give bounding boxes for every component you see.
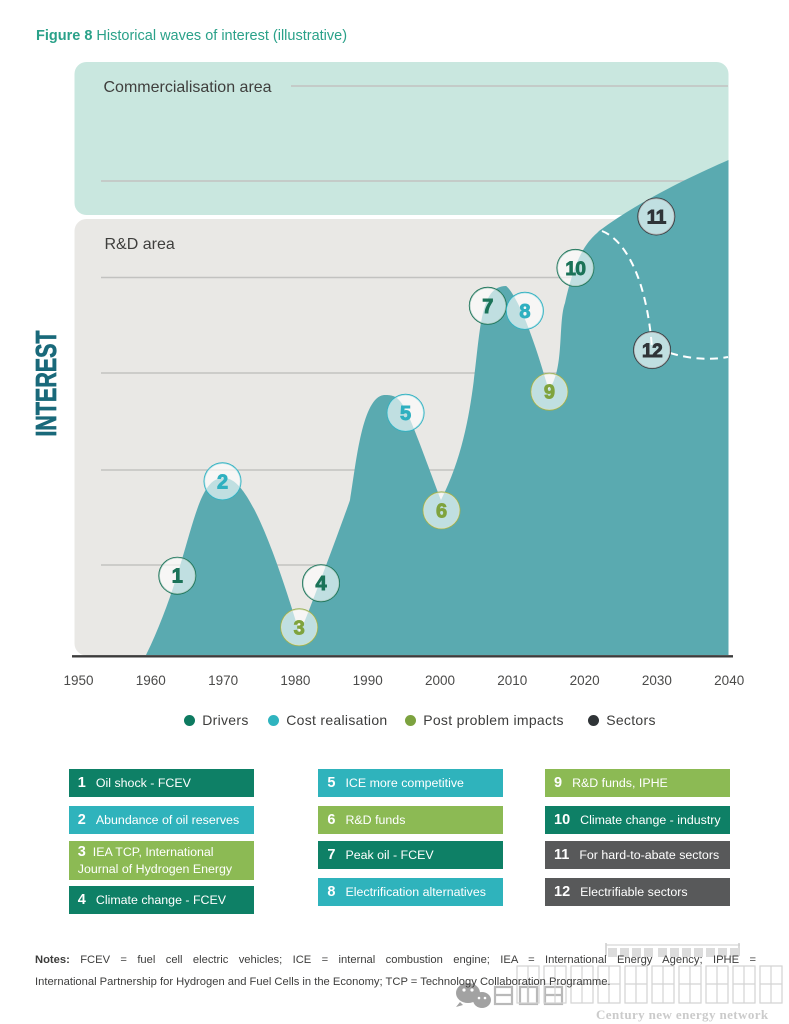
svg-text:7: 7 (482, 296, 493, 318)
svg-text:10: 10 (565, 259, 585, 280)
svg-text:2040: 2040 (714, 673, 744, 688)
svg-text:Commercialisation area: Commercialisation area (104, 79, 272, 96)
svg-text:9: 9 (544, 382, 555, 404)
svg-text:1970: 1970 (208, 673, 238, 688)
svg-text:3: 3 (294, 617, 305, 639)
svg-text:1990: 1990 (353, 673, 383, 688)
svg-text:11: 11 (647, 208, 667, 229)
svg-text:6: 6 (436, 500, 447, 522)
svg-text:8: 8 (519, 301, 530, 323)
svg-text:2: 2 (217, 471, 228, 493)
svg-text:4: 4 (315, 573, 327, 595)
svg-text:12: 12 (642, 341, 662, 362)
svg-text:INTEREST: INTEREST (31, 330, 63, 436)
svg-text:Century new energy network: Century new energy network (596, 1007, 769, 1022)
svg-text:2020: 2020 (570, 673, 600, 688)
svg-text:1980: 1980 (280, 673, 310, 688)
svg-text:1960: 1960 (136, 673, 166, 688)
svg-text:2000: 2000 (425, 673, 455, 688)
svg-text:1: 1 (172, 566, 183, 588)
svg-text:R&D area: R&D area (105, 236, 175, 253)
svg-text:2010: 2010 (497, 673, 527, 688)
svg-text:2030: 2030 (642, 673, 672, 688)
svg-text:1950: 1950 (63, 673, 93, 688)
svg-text:5: 5 (400, 403, 411, 425)
